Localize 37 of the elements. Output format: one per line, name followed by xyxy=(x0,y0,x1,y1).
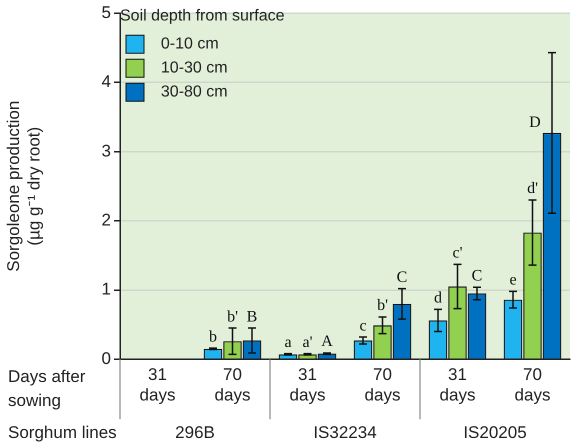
data-label: a' xyxy=(302,334,313,351)
y-tick-label: 3 xyxy=(102,141,111,160)
data-label: a xyxy=(284,334,292,351)
y-axis-title: Sorgoleone production (µg g⁻¹ dry root) xyxy=(4,100,44,272)
data-label: C xyxy=(396,268,408,286)
data-label: b' xyxy=(377,297,388,314)
data-label: A xyxy=(321,333,334,350)
legend-label: 10-30 cm xyxy=(152,60,228,77)
data-label: d xyxy=(434,290,442,307)
data-label: D xyxy=(529,114,541,132)
x-tick-label: 70 days xyxy=(514,365,550,404)
data-label: b' xyxy=(227,308,238,326)
x-tick-label: 70 days xyxy=(364,365,400,404)
y-tick-label: 5 xyxy=(102,2,111,22)
legend-title: Soil depth from surface xyxy=(120,7,285,24)
text: IS20205 xyxy=(463,422,527,442)
y-tick-label: 1 xyxy=(102,280,111,299)
x-tick-label: 31 days xyxy=(290,365,326,404)
text: IS32234 xyxy=(313,422,377,442)
x-axis-title: Days after sowing xyxy=(8,366,86,410)
text: Sorghum lines xyxy=(8,422,117,442)
data-label: B xyxy=(246,308,258,326)
data-label: d' xyxy=(527,180,538,198)
data-label: C xyxy=(472,267,482,284)
legend-label: 0-10 cm xyxy=(152,36,219,53)
data-label: c' xyxy=(452,244,463,262)
y-tick-label: 4 xyxy=(102,72,111,92)
data-label: b xyxy=(209,328,217,346)
x-tick-label: 70 days xyxy=(214,365,250,404)
y-tick-label: 0 xyxy=(102,348,111,368)
text: 296B xyxy=(175,422,215,442)
y-tick-label: 2 xyxy=(102,210,111,230)
data-label: e xyxy=(509,272,517,289)
data-label: c xyxy=(359,317,367,334)
x-tick-label: 31 days xyxy=(440,365,476,404)
x-tick-label: 31 days xyxy=(140,365,176,404)
legend-label: 30-80 cm xyxy=(152,84,228,101)
